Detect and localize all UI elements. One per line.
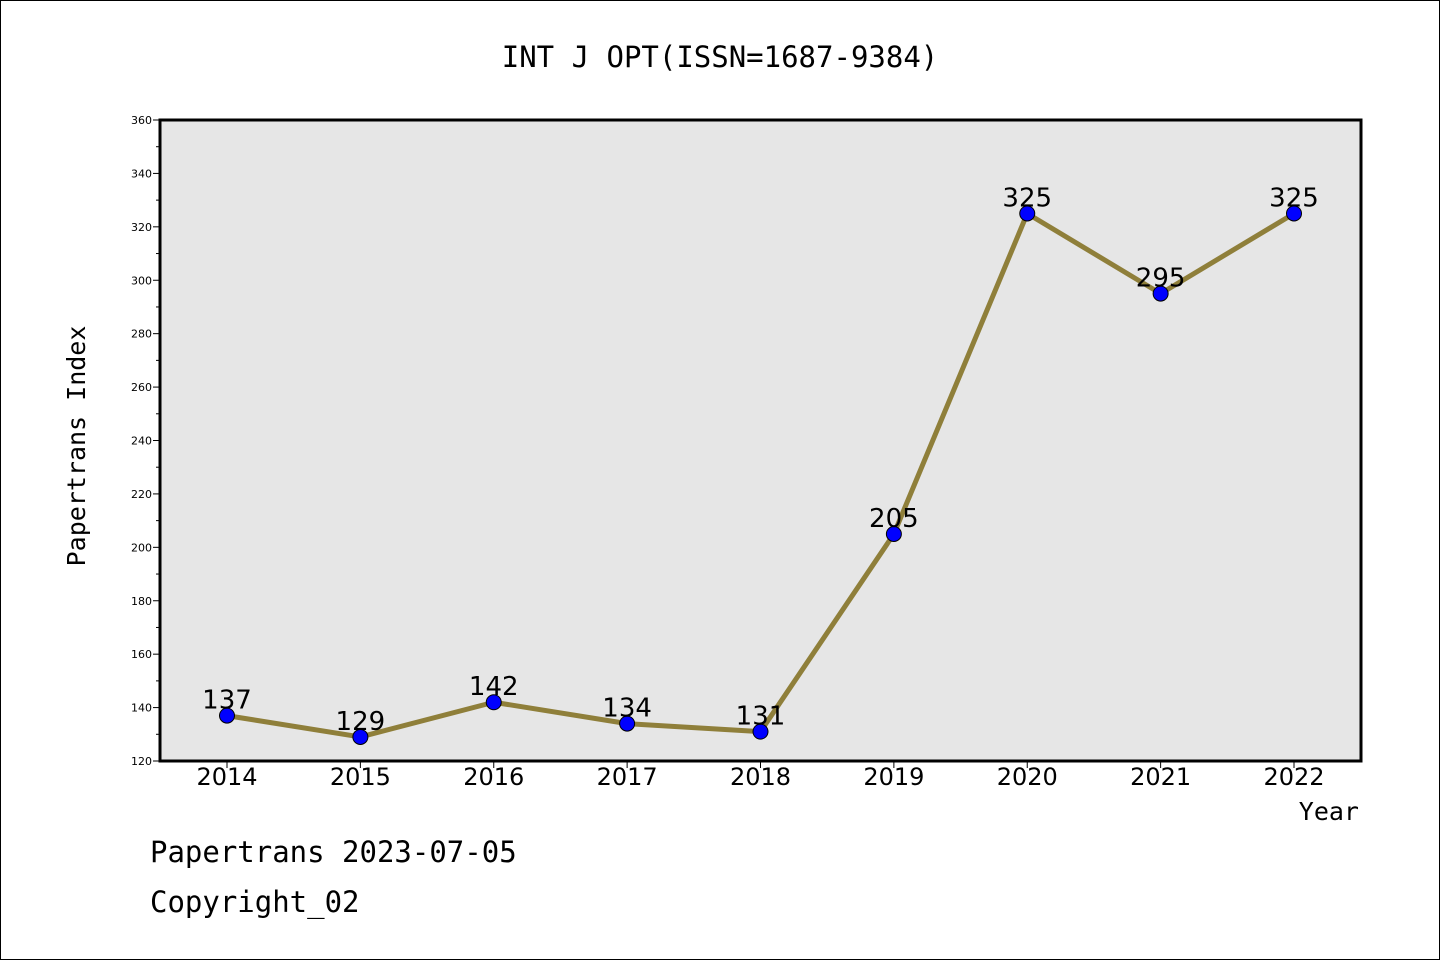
- data-point: [885, 525, 902, 542]
- data-point: [352, 728, 369, 745]
- y-tick-label: 320: [131, 221, 152, 234]
- y-tick-label: 220: [131, 488, 152, 501]
- x-axis: 2014 2015 2016 2017 2018 2019 2020 2021 2022: [196, 761, 1325, 791]
- data-point: [752, 723, 769, 740]
- footer-date-line: Papertrans 2023-07-05: [150, 835, 517, 869]
- data-label: 134: [602, 694, 652, 724]
- y-tick-label: 260: [131, 381, 152, 394]
- chart-title: INT J OPT(ISSN=1687-9384): [502, 40, 939, 74]
- x-tick-label: 2018: [730, 763, 791, 791]
- data-point: [1286, 205, 1302, 222]
- data-label: 295: [1136, 264, 1186, 294]
- data-point: [1152, 285, 1169, 302]
- x-axis-label: Year: [1299, 797, 1359, 826]
- x-tick-label: 2015: [330, 763, 391, 791]
- y-tick-label: 360: [131, 114, 152, 127]
- y-axis: 120 140 160 180 200 220 240 260 280 300 320 340 360: [131, 114, 160, 768]
- plot-border: [158, 118, 1363, 763]
- series-layer: [219, 205, 1302, 745]
- footer-copyright-line: Copyright_02: [150, 885, 360, 919]
- y-tick-label: 340: [131, 167, 152, 180]
- y-axis-label: Papertrans Index: [62, 326, 91, 567]
- y-tick-label: 160: [131, 648, 152, 661]
- x-tick-label: 2014: [196, 763, 257, 791]
- x-tick-label: 2022: [1263, 763, 1324, 791]
- data-point: [219, 707, 235, 724]
- data-label: 325: [1002, 183, 1052, 213]
- y-tick-label: 240: [131, 435, 152, 448]
- data-label: 129: [336, 707, 386, 737]
- data-point: [1019, 205, 1036, 222]
- data-label: 325: [1269, 183, 1319, 213]
- x-tick-label: 2019: [863, 763, 924, 791]
- y-tick-label: 200: [131, 541, 152, 554]
- y-tick-label: 300: [131, 274, 152, 287]
- data-label: 205: [869, 504, 919, 534]
- y-tick-label: 280: [131, 328, 152, 341]
- y-tick-label: 180: [131, 595, 152, 608]
- x-tick-label: 2016: [463, 763, 524, 791]
- y-tick-label: 120: [131, 755, 152, 768]
- data-point: [619, 715, 636, 732]
- data-label: 131: [736, 702, 786, 732]
- x-tick-label: 2021: [1130, 763, 1191, 791]
- data-point: [485, 694, 502, 711]
- y-tick-label: 140: [131, 702, 152, 715]
- x-tick-label: 2020: [997, 763, 1058, 791]
- data-label: 137: [202, 686, 252, 716]
- plot-area: [160, 120, 1361, 761]
- data-label: 142: [469, 672, 519, 702]
- x-tick-label: 2017: [597, 763, 658, 791]
- data-labels: 137 129 142 134 131 205 325 295 325: [202, 183, 1319, 736]
